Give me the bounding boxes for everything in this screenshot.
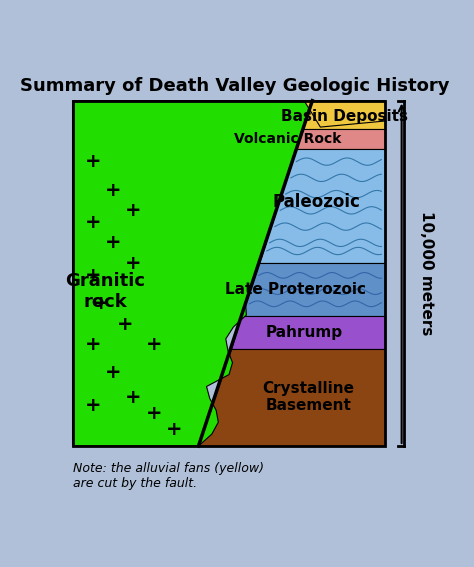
Text: +: + bbox=[105, 363, 121, 382]
Bar bbox=[73, 101, 385, 446]
Polygon shape bbox=[73, 101, 312, 446]
Polygon shape bbox=[231, 316, 385, 349]
Text: +: + bbox=[146, 335, 162, 354]
Text: Paleozoic: Paleozoic bbox=[273, 193, 360, 211]
Polygon shape bbox=[303, 101, 385, 129]
Text: +: + bbox=[146, 404, 162, 423]
Polygon shape bbox=[304, 101, 385, 127]
Polygon shape bbox=[241, 263, 385, 316]
Text: +: + bbox=[125, 253, 142, 273]
Text: +: + bbox=[84, 213, 101, 232]
Text: Granitic
rock: Granitic rock bbox=[65, 272, 145, 311]
Text: 10,000 meters: 10,000 meters bbox=[419, 211, 434, 336]
Text: Basin Deposits: Basin Deposits bbox=[281, 109, 408, 124]
Text: +: + bbox=[84, 396, 101, 415]
Text: +: + bbox=[84, 266, 101, 285]
Text: Late Proterozoic: Late Proterozoic bbox=[226, 282, 366, 297]
Text: Crystalline
Basement: Crystalline Basement bbox=[262, 381, 354, 413]
Text: +: + bbox=[93, 294, 109, 314]
Text: +: + bbox=[125, 201, 142, 220]
Text: +: + bbox=[84, 335, 101, 354]
Text: +: + bbox=[125, 388, 142, 407]
Text: Pahrump: Pahrump bbox=[265, 325, 343, 340]
Text: Volcanic Rock: Volcanic Rock bbox=[234, 132, 342, 146]
Text: +: + bbox=[166, 420, 182, 439]
Text: +: + bbox=[105, 234, 121, 252]
Text: Summary of Death Valley Geologic History: Summary of Death Valley Geologic History bbox=[20, 78, 450, 95]
Polygon shape bbox=[296, 129, 385, 150]
Text: +: + bbox=[84, 152, 101, 171]
Text: +: + bbox=[117, 315, 134, 333]
Text: +: + bbox=[105, 180, 121, 200]
Polygon shape bbox=[259, 150, 385, 263]
Text: Note: the alluvial fans (yellow)
are cut by the fault.: Note: the alluvial fans (yellow) are cut… bbox=[73, 462, 264, 490]
Polygon shape bbox=[199, 349, 385, 446]
